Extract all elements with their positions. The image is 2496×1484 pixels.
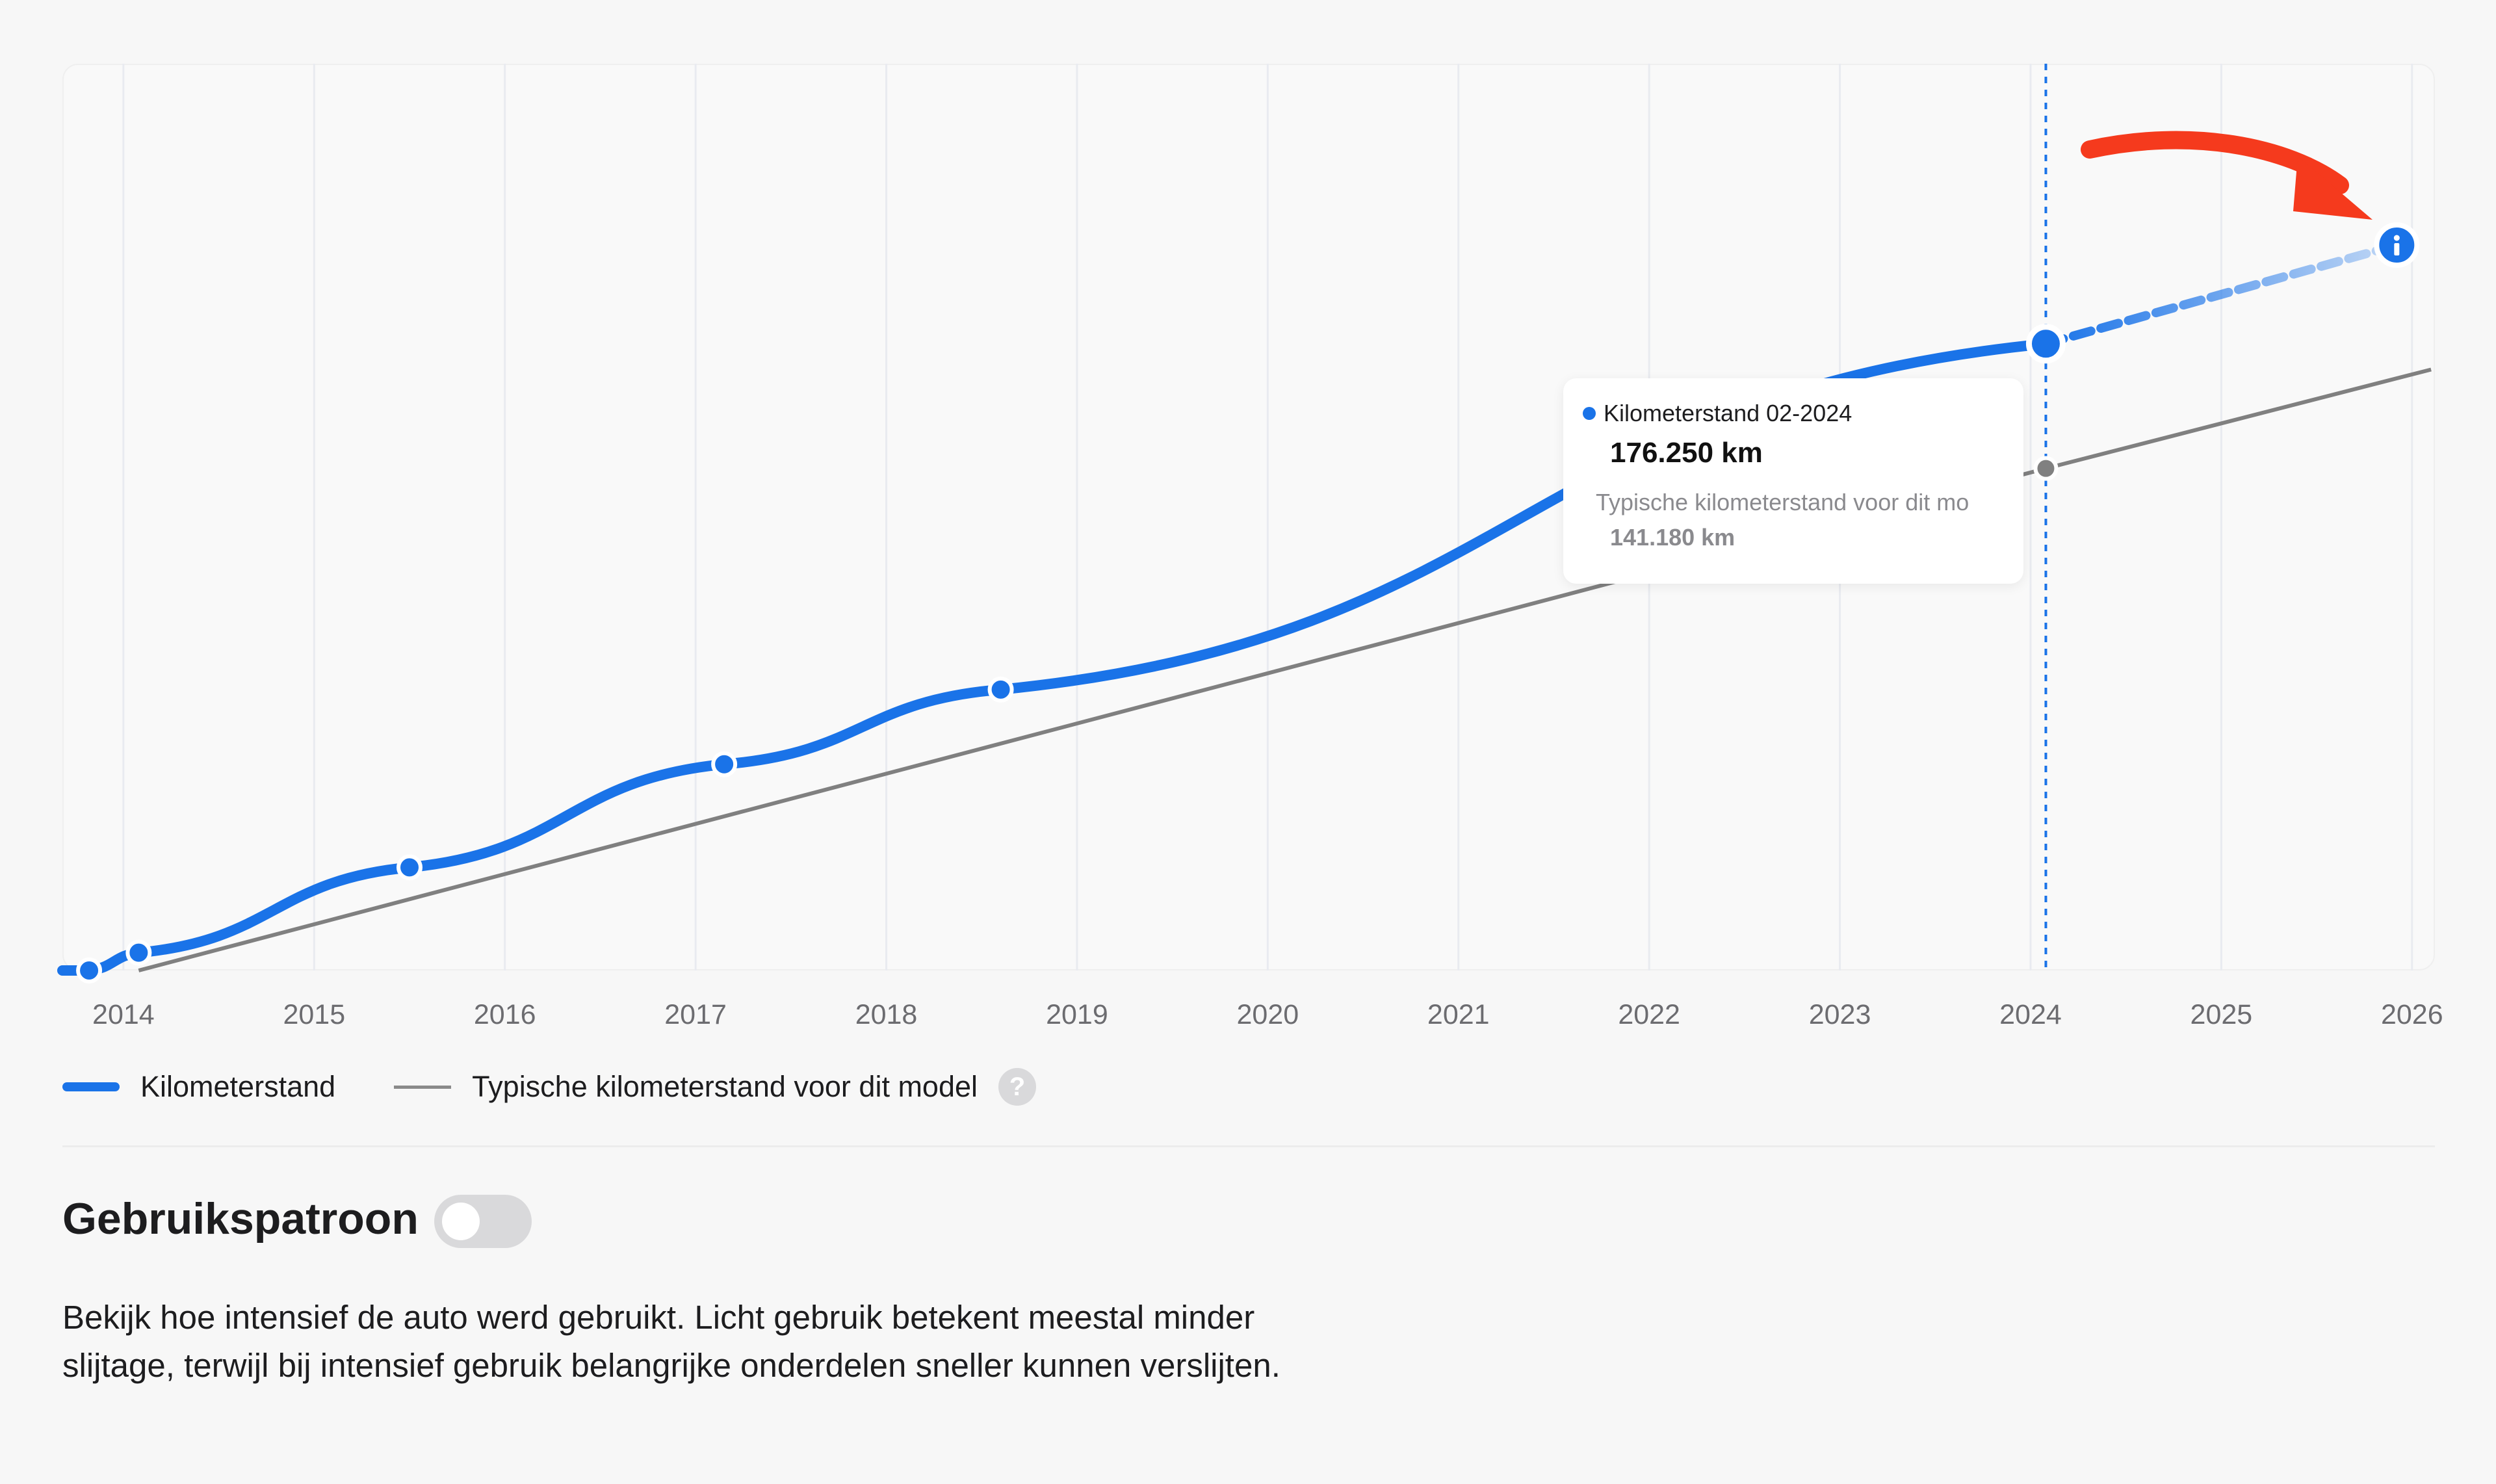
mileage-point <box>987 676 1014 703</box>
x-tick-label: 2020 <box>1237 999 1299 1030</box>
tooltip-series-dot <box>1583 407 1596 420</box>
mileage-point <box>76 957 103 983</box>
toggle-knob <box>442 1203 480 1240</box>
mileage-chart: 2014 2015 2016 2017 2018 2019 2020 2021 2022 2023… <box>57 64 2443 1030</box>
x-tick-label: 2024 <box>1999 999 2062 1030</box>
mileage-chart-card <box>62 64 2435 970</box>
chart-tooltip: Kilometerstand 02-2024 176.250 km Typisc… <box>1563 378 2023 584</box>
section-title: Gebruikspatroon <box>62 1194 419 1243</box>
mileage-line <box>57 338 2051 976</box>
selected-mileage-point <box>2025 324 2066 364</box>
tooltip-title: Kilometerstand 02-2024 <box>1604 400 1852 426</box>
red-arrow-head <box>2293 156 2372 220</box>
typical-mileage-line <box>138 367 2432 972</box>
x-tick-label: 2025 <box>2190 999 2253 1030</box>
x-tick-label: 2016 <box>474 999 536 1030</box>
mileage-projection-line <box>2041 241 2402 348</box>
mileage-point <box>396 854 423 881</box>
typical-mileage-point <box>2033 456 2059 481</box>
tooltip-mileage-value: 176.250 km <box>1610 437 1763 469</box>
legend-swatch-mileage <box>62 1082 120 1091</box>
legend-swatch-typical <box>394 1085 452 1089</box>
x-tick-label: 2023 <box>1809 999 1871 1030</box>
x-tick-label: 2021 <box>1427 999 1490 1030</box>
section-description: Bekijk hoe intensief de auto werd gebrui… <box>62 1299 1280 1384</box>
tooltip-typical-value: 141.180 km <box>1610 524 1736 551</box>
chart-legend: Kilometerstand Typische kilometerstand v… <box>62 1066 1037 1108</box>
mileage-point <box>711 751 738 777</box>
x-tick-label: 2022 <box>1618 999 1680 1030</box>
usage-pattern-toggle[interactable] <box>434 1195 532 1248</box>
info-icon[interactable] <box>2374 222 2420 268</box>
info-icon-dot <box>2393 235 2400 241</box>
legend-label-mileage: Kilometerstand <box>140 1070 336 1103</box>
x-tick-label: 2019 <box>1046 999 1108 1030</box>
info-icon-stem <box>2394 243 2400 255</box>
legend-label-typical: Typische kilometerstand voor dit model <box>472 1070 978 1103</box>
help-icon[interactable]: ? <box>998 1068 1037 1106</box>
tooltip-typical-label: Typische kilometerstand voor dit mo <box>1596 489 1970 515</box>
x-tick-label: 2014 <box>92 999 155 1030</box>
x-tick-label: 2017 <box>664 999 727 1030</box>
x-tick-label: 2026 <box>2381 999 2443 1030</box>
mileage-point <box>125 939 152 966</box>
x-tick-label: 2015 <box>283 999 345 1030</box>
x-tick-label: 2018 <box>855 999 918 1030</box>
red-arrow-icon <box>2081 131 2349 194</box>
section-divider <box>62 1145 2435 1147</box>
legend-item-typical: Typische kilometerstand voor dit model <box>394 1070 978 1104</box>
legend-item-mileage: Kilometerstand <box>62 1070 335 1104</box>
